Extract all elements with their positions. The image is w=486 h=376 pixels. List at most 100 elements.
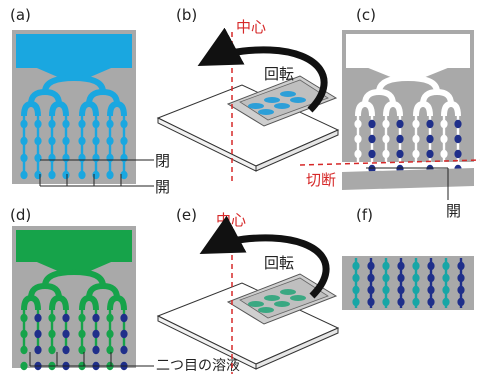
chip-channels-b: [248, 91, 306, 115]
chamber-bead: [48, 329, 56, 339]
reservoir: [16, 34, 132, 68]
chamber-bead: [397, 285, 405, 295]
chamber-bead: [454, 119, 462, 129]
open-bracket-c: [366, 167, 449, 200]
chamber-bead: [352, 285, 360, 295]
chamber-bead: [354, 149, 362, 159]
chamber-bead: [92, 170, 100, 180]
chamber-bead: [352, 273, 360, 283]
panel-c-label: (c): [356, 6, 376, 24]
chamber-bead: [396, 134, 404, 144]
chamber-bead: [92, 345, 100, 355]
chamber-bead: [382, 285, 390, 295]
panel-c: (c) 切断 開: [299, 6, 481, 220]
open-label-c: 開: [446, 202, 461, 220]
branch-arch: [79, 101, 90, 117]
chamber-bead: [442, 285, 450, 295]
chamber-bead: [454, 134, 462, 144]
chamber-bead: [427, 273, 435, 283]
chamber-bead: [20, 345, 28, 355]
chamber-bead: [412, 297, 420, 307]
branch-arch: [422, 101, 433, 117]
closed-label: 閉: [155, 152, 170, 170]
chamber-bead: [382, 273, 390, 283]
branch-arch: [441, 101, 452, 117]
chamber-bead: [106, 313, 114, 323]
chamber-bead: [120, 153, 128, 163]
chamber-bead: [440, 119, 448, 129]
chamber-bead: [457, 273, 465, 283]
chamber-bead: [20, 313, 28, 323]
branch-arch: [383, 101, 394, 117]
chamber-bead: [397, 273, 405, 283]
chamber-bead: [92, 313, 100, 323]
funnel: [368, 68, 448, 78]
chamber-bead: [78, 119, 86, 129]
branch-arch: [88, 295, 99, 311]
chamber-bead: [62, 170, 70, 180]
chamber-bead: [352, 261, 360, 271]
chamber-bead: [62, 119, 70, 129]
chamber-bead: [382, 134, 390, 144]
branch-arch: [450, 101, 461, 117]
branch-arch: [30, 295, 41, 311]
chamber-bead: [354, 119, 362, 129]
second-solution-label: 二つ目の溶液: [156, 358, 240, 374]
chamber-bead: [20, 136, 28, 146]
chamber-bead: [457, 297, 465, 307]
chamber-bead: [20, 153, 28, 163]
chamber-bead: [412, 285, 420, 295]
chamber-bead: [382, 119, 390, 129]
chamber-bead: [48, 119, 56, 129]
branch-arch: [392, 101, 403, 117]
branch-arch: [116, 295, 127, 311]
rotate-label-e: 回転: [264, 254, 294, 272]
chamber-bead: [412, 261, 420, 271]
chamber-bead: [120, 170, 128, 180]
chamber-bead: [368, 149, 376, 159]
chamber-bead: [382, 297, 390, 307]
panel-b: (b) 中心 回転: [156, 6, 340, 182]
chamber-bead: [34, 119, 42, 129]
panel-a-channels: [16, 34, 132, 180]
branch-arch: [79, 295, 90, 311]
chamber-bead: [397, 297, 405, 307]
panel-f-background: [342, 256, 474, 310]
chamber-bead: [92, 153, 100, 163]
chamber-bead: [48, 313, 56, 323]
chamber-bead: [457, 285, 465, 295]
chamber-bead: [120, 136, 128, 146]
chamber-bead: [62, 313, 70, 323]
panel-e-label: (e): [176, 206, 197, 224]
chamber-bead: [78, 136, 86, 146]
panel-f-columns: [352, 258, 465, 308]
chamber-bead: [48, 170, 56, 180]
chamber-bead: [367, 297, 375, 307]
chamber-bead: [367, 285, 375, 295]
chamber-bead: [382, 149, 390, 159]
chamber-bead: [368, 119, 376, 129]
panel-d: (d) 二つ目の溶液: [10, 206, 240, 374]
chamber-bead: [34, 153, 42, 163]
chamber-bead: [62, 153, 70, 163]
branch-arch: [413, 101, 424, 117]
branch-arch: [364, 101, 375, 117]
chamber-bead: [48, 153, 56, 163]
chamber-bead: [34, 136, 42, 146]
cut-line: [299, 159, 481, 166]
panel-f-label: (f): [356, 206, 373, 224]
chamber-bead: [412, 273, 420, 283]
rotor-chip: [156, 75, 340, 172]
branch-arch: [107, 295, 118, 311]
chamber-bead: [367, 261, 375, 271]
chamber-bead: [367, 273, 375, 283]
funnel: [36, 68, 112, 78]
branch-arch: [58, 101, 69, 117]
chamber-bead: [62, 329, 70, 339]
panel-a: (a) 閉 開: [10, 6, 170, 196]
branch-arch: [49, 295, 60, 311]
panel-f: (f): [342, 206, 474, 310]
chamber-bead: [106, 170, 114, 180]
branch-arch: [49, 101, 60, 117]
chamber-bead: [20, 119, 28, 129]
